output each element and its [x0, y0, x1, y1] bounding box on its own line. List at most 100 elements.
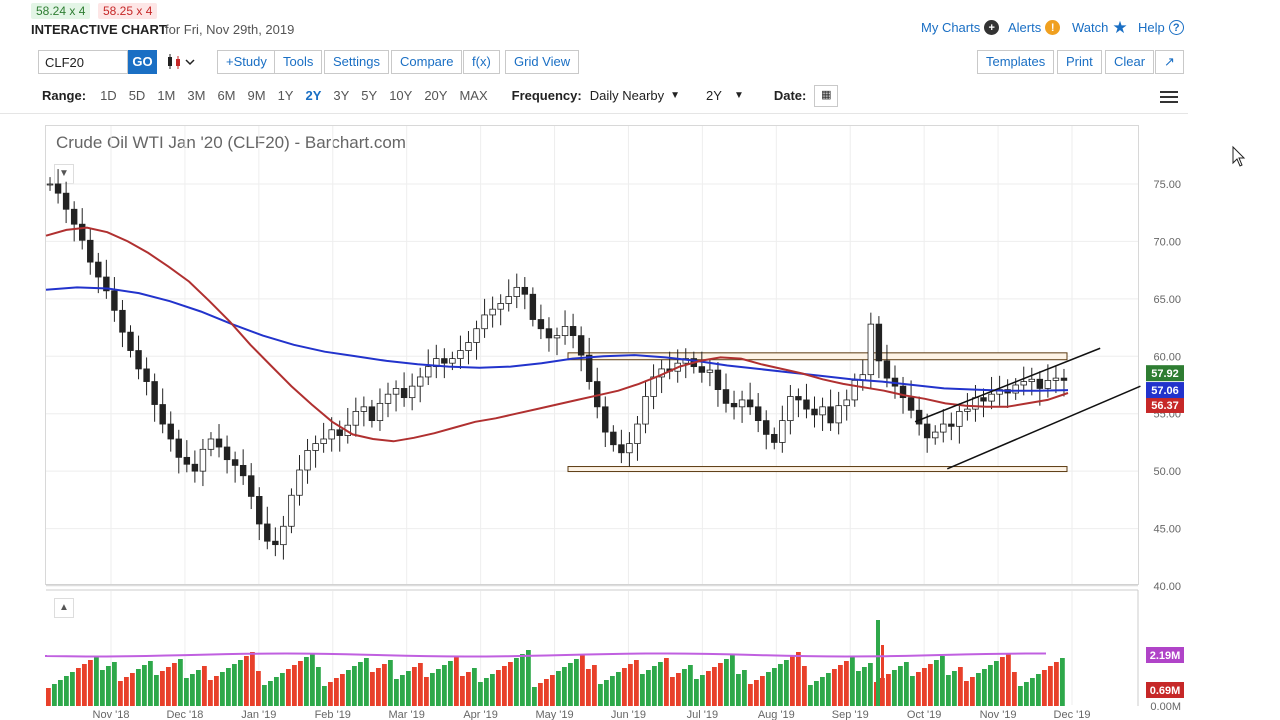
- volume-bar: [910, 676, 915, 706]
- range-option[interactable]: 1D: [100, 88, 117, 103]
- price-label-blue: 57.06: [1151, 385, 1179, 397]
- volume-bar: [238, 660, 243, 706]
- range-option[interactable]: 1M: [157, 88, 176, 103]
- range-option[interactable]: 9M: [247, 88, 266, 103]
- menu-icon[interactable]: [1160, 88, 1178, 106]
- candle-body: [827, 406, 834, 424]
- candle-body: [296, 469, 303, 496]
- tools-button[interactable]: Tools: [274, 50, 323, 74]
- candle-body: [803, 399, 810, 410]
- volume-bar: [226, 668, 231, 706]
- volume-bar: [262, 685, 267, 706]
- print-button[interactable]: Print: [1057, 50, 1102, 74]
- volume-bar: [1012, 672, 1017, 706]
- volume-bar: [382, 664, 387, 706]
- volume-bar: [628, 664, 633, 706]
- range-option[interactable]: 3Y: [333, 88, 350, 103]
- candle-body: [553, 335, 561, 339]
- volume-bar: [436, 669, 441, 706]
- candle-body: [843, 399, 850, 407]
- volume-bar: [244, 656, 249, 706]
- volume-bar: [70, 672, 75, 706]
- candle-body: [730, 402, 738, 408]
- volume-bar: [604, 680, 609, 706]
- range-option[interactable]: 3M: [187, 88, 206, 103]
- volume-bar: [502, 666, 507, 706]
- candle-body: [1060, 377, 1068, 381]
- candlestick-type-icon[interactable]: [166, 54, 196, 75]
- volume-bar: [736, 674, 741, 706]
- x-tick-label: Aug '19: [758, 709, 795, 720]
- compare-button[interactable]: Compare: [391, 50, 463, 74]
- grid-view-button[interactable]: Grid View: [505, 50, 580, 74]
- candle-body: [698, 366, 706, 373]
- range-option[interactable]: 5Y: [361, 88, 378, 103]
- volume-bar: [292, 665, 297, 706]
- expand-icon[interactable]: ↗: [1155, 50, 1184, 74]
- volume-bar: [670, 677, 675, 706]
- volume-bar: [472, 668, 477, 706]
- volume-bar: [88, 660, 93, 706]
- volume-bar: [478, 682, 483, 706]
- volume-bar: [316, 667, 321, 706]
- volume-bar: [700, 675, 705, 706]
- volume-bar: [148, 661, 153, 706]
- period-select[interactable]: 2Y: [706, 88, 722, 103]
- candle-body: [489, 308, 496, 316]
- candle-body: [513, 286, 520, 297]
- candle-body: [956, 411, 963, 427]
- candle-body: [312, 443, 319, 451]
- range-option[interactable]: 1Y: [277, 88, 294, 103]
- candle-body: [602, 406, 609, 433]
- range-bar: Range: 1D 5D 1M 3M 6M 9M 1Y 2Y 3Y 5Y 10Y…: [42, 85, 839, 107]
- range-option[interactable]: 6M: [217, 88, 236, 103]
- candle-body: [529, 293, 537, 320]
- fx-button[interactable]: f(x): [463, 50, 500, 74]
- range-option[interactable]: 10Y: [389, 88, 413, 103]
- alerts-link[interactable]: Alerts !: [1008, 20, 1061, 35]
- expand-volume-chevron-icon[interactable]: ▲: [54, 598, 74, 618]
- volume-bar: [646, 670, 651, 706]
- go-button[interactable]: GO: [128, 50, 157, 74]
- clear-button[interactable]: Clear: [1105, 50, 1155, 74]
- volume-bar: [616, 672, 621, 706]
- channel-lower-line: [946, 385, 1141, 470]
- volume-bar: [592, 665, 597, 706]
- volume-bar: [526, 650, 531, 706]
- volume-bar: [970, 677, 975, 706]
- volume-bar: [586, 669, 591, 706]
- volume-bar: [64, 676, 69, 706]
- watch-link[interactable]: Watch ★: [1072, 19, 1128, 36]
- candle-body: [103, 276, 110, 292]
- volume-bar: [424, 677, 429, 706]
- volume-bar: [496, 670, 501, 706]
- candle-body: [62, 192, 70, 210]
- range-option[interactable]: MAX: [459, 88, 488, 103]
- range-option-selected[interactable]: 2Y: [305, 88, 322, 103]
- symbol-input[interactable]: [38, 50, 128, 74]
- volume-bar: [46, 688, 51, 706]
- frequency-select[interactable]: Daily Nearby: [589, 88, 665, 103]
- candle-body: [835, 405, 842, 424]
- candle-body: [577, 335, 585, 356]
- divider: [0, 113, 1188, 114]
- volume-bar: [508, 662, 513, 706]
- volume-bar: [538, 683, 543, 706]
- range-option[interactable]: 5D: [128, 88, 146, 103]
- settings-button[interactable]: Settings: [324, 50, 389, 74]
- volume-bar: [814, 681, 819, 706]
- candle-body: [545, 328, 553, 339]
- volume-bar: [568, 663, 573, 706]
- templates-button[interactable]: Templates: [977, 50, 1055, 74]
- volume-bar: [376, 668, 381, 706]
- my-charts-link[interactable]: My Charts +: [921, 20, 1000, 35]
- volume-bar: [808, 685, 813, 706]
- candle-body: [231, 459, 239, 466]
- candle-body: [400, 388, 408, 399]
- help-link[interactable]: Help ?: [1138, 20, 1184, 35]
- volume-bar: [286, 669, 291, 706]
- volume-bar: [916, 672, 921, 706]
- range-option[interactable]: 20Y: [424, 88, 448, 103]
- calendar-icon[interactable]: ▦: [814, 85, 839, 107]
